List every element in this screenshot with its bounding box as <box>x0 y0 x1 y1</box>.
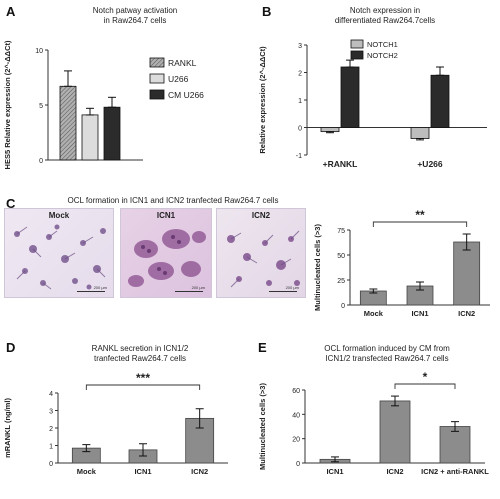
chart-b-y-tick-label: 3 <box>298 43 302 50</box>
chart-c-y-label: Multinucleated cells (>3) <box>313 224 322 311</box>
chart-b-x-label: +U266 <box>417 159 443 169</box>
chart-b-legend-swatch <box>350 39 364 49</box>
chart-d-y-tick-label: 3 <box>49 409 53 416</box>
chart-e-x-label: ICN1 <box>326 467 343 476</box>
panel-b-title: Notch expression in differentiated Raw26… <box>334 6 436 25</box>
chart-e: 0 20 40 60 Multinucleated cells (>3) ICN1 ICN2… <box>258 370 489 476</box>
chart-e-significance-label: * <box>423 370 428 384</box>
chart-d-x-label: Mock <box>77 467 97 476</box>
chart-e-bar-1 <box>379 400 411 464</box>
chart-e-y-tick-label: 0 <box>296 461 300 468</box>
chart-d: 0 1 2 3 4 mRANKL (ng/ml) Mock ICN1 ICN2 *** <box>3 371 228 476</box>
chart-b-x-label: +RANKL <box>323 159 358 169</box>
chart-e-y-label: Multinucleated cells (>3) <box>258 383 267 470</box>
chart-a-y-tick-label: 10 <box>35 48 43 55</box>
chart-b-legend-label: NOTCH1 <box>367 40 398 49</box>
chart-c-significance-bracket <box>372 221 468 227</box>
chart-c-x-label: ICN1 <box>411 309 428 318</box>
chart-e-bar-2 <box>439 426 471 464</box>
chart-a-bar-2 <box>103 106 121 161</box>
chart-c-x-label: ICN2 <box>458 309 475 318</box>
chart-a-y-tick-label: 5 <box>39 103 43 110</box>
chart-e-x-label: ICN2 <box>386 467 403 476</box>
chart-a-y-label: HES5 Relative expression (2^-ΔΔCt) <box>3 40 12 169</box>
chart-c-significance-label: ** <box>415 208 425 222</box>
chart-b-y-tick-label: 1 <box>298 98 302 105</box>
chart-e-y-tick-label: 40 <box>292 412 300 419</box>
chart-d-significance-bracket <box>85 384 201 390</box>
chart-b-bar-notch2 <box>340 66 360 128</box>
panel-a-title: Notch patway activation in Raw264.7 cell… <box>92 6 178 25</box>
chart-a-bar-0 <box>59 85 77 161</box>
panel-letter-e: E <box>258 340 267 355</box>
scale-bar-label: 200 µm <box>285 285 299 290</box>
chart-c-y-tick-label: 0 <box>341 303 345 310</box>
scale-bar-label: 200 µm <box>191 285 205 290</box>
chart-d-y-tick-label: 4 <box>49 391 53 398</box>
micrograph-icn1-label: ICN1 <box>156 211 176 220</box>
chart-a-legend-label: RANKL <box>168 58 197 68</box>
panel-d-title: RANKL secretion in ICN1/2 tranfected Raw… <box>91 344 189 363</box>
chart-b-bar-notch2 <box>430 74 450 128</box>
panel-letter-c: C <box>6 196 16 211</box>
micrograph-mock-label: Mock <box>48 211 70 220</box>
micrograph-icn1: ICN1 200 µm <box>120 208 212 298</box>
chart-b-bar-notch1 <box>320 127 340 133</box>
scale-bar <box>175 291 203 292</box>
chart-c-x-label: Mock <box>364 309 384 318</box>
panel-letter-d: D <box>6 340 16 355</box>
chart-e-x-label: ICN2 + anti-RANKL <box>421 467 489 476</box>
chart-c-y-tick-label: 25 <box>337 278 345 285</box>
scale-bar-label: 200 µm <box>93 285 107 290</box>
micrograph-icn2: ICN2 200 µm <box>216 208 306 298</box>
chart-d-y-tick-label: 0 <box>49 461 53 468</box>
panel-c-title: OCL formation in ICN1 and ICN2 tranfecte… <box>67 196 279 205</box>
chart-a-y-tick-label: 0 <box>39 158 43 165</box>
chart-b-y-tick-label: 0 <box>298 126 302 133</box>
chart-b-bar-notch1 <box>410 127 430 139</box>
chart-e-y-tick-label: 60 <box>292 388 300 395</box>
chart-d-y-tick-label: 2 <box>49 426 53 433</box>
panel-letter-a: A <box>6 4 16 19</box>
chart-d-significance-label: *** <box>136 371 150 385</box>
chart-b-legend-swatch <box>350 50 364 60</box>
chart-d-y-tick-label: 1 <box>49 444 53 451</box>
chart-c: 0 25 50 75 Multinucleated cells (>3) Mock ICN1… <box>313 208 490 318</box>
chart-e-y-tick-label: 20 <box>292 437 300 444</box>
chart-c-bar-2 <box>453 241 481 306</box>
chart-d-x-label: ICN2 <box>191 467 208 476</box>
chart-b-y-tick-label: -1 <box>296 153 302 160</box>
micrograph-icn2-cells <box>227 230 300 288</box>
chart-d-x-label: ICN1 <box>134 467 151 476</box>
micrograph-mock-cells <box>14 224 106 290</box>
scale-bar <box>77 291 105 292</box>
panel-e-title: OCL formation induced by CM from ICN1/2 … <box>324 344 450 363</box>
chart-b-y-tick-label: 2 <box>298 71 302 78</box>
chart-a: 0 5 10 HES5 Relative expression (2^-ΔΔCt) RA… <box>3 40 204 169</box>
scale-bar <box>269 291 297 292</box>
chart-b-y-label: Relative expression (2^-ΔΔCt) <box>258 46 267 154</box>
chart-b: -1 0 1 2 3 Relative expression (2^-ΔΔCt) +RANK… <box>258 39 487 169</box>
chart-b-legend-label: NOTCH2 <box>367 51 398 60</box>
chart-a-legend-label: U266 <box>168 74 189 84</box>
chart-c-y-tick-label: 50 <box>337 253 345 260</box>
chart-e-significance-bracket <box>394 383 456 389</box>
chart-a-legend-swatch <box>149 89 165 100</box>
chart-c-y-tick-label: 75 <box>337 228 345 235</box>
panel-letter-b: B <box>262 4 272 19</box>
chart-a-bar-1 <box>81 114 99 161</box>
micrograph-icn1-cells <box>128 229 206 287</box>
micrograph-mock: Mock 200 µm <box>4 208 114 298</box>
micrograph-icn2-label: ICN2 <box>251 211 271 220</box>
chart-a-legend-swatch <box>149 57 165 68</box>
chart-d-y-label: mRANKL (ng/ml) <box>3 398 12 458</box>
chart-a-legend-swatch <box>149 73 165 84</box>
chart-a-legend-label: CM U266 <box>168 90 204 100</box>
